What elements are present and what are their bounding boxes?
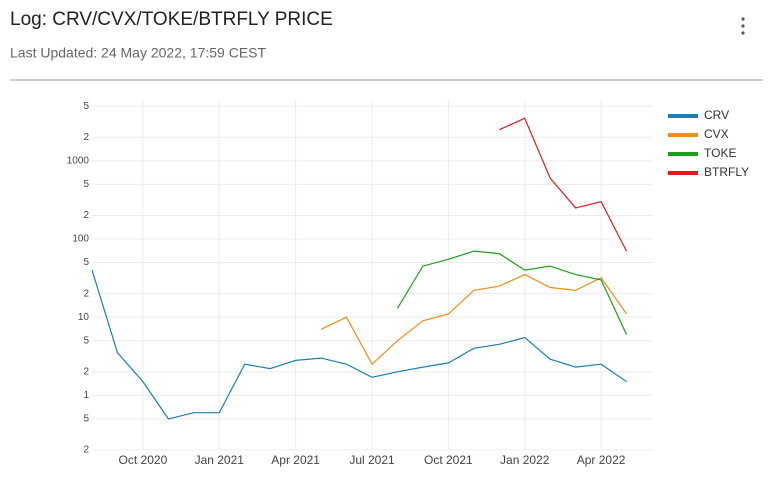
- x-tick-label: Oct 2020: [119, 453, 168, 467]
- menu-icon[interactable]: [741, 17, 745, 35]
- series-line: [320, 273, 627, 366]
- x-tick-label: Apr 2021: [271, 453, 320, 467]
- legend-label: CRV: [704, 108, 729, 122]
- series-line: [499, 117, 628, 252]
- series-line: [91, 269, 627, 420]
- y-tick-label: 5: [83, 179, 89, 190]
- y-tick-label: 2: [83, 210, 89, 221]
- chart-title: Log: CRV/CVX/TOKE/BTRFLY PRICE: [10, 9, 333, 30]
- y-tick-label: 1000: [67, 155, 90, 166]
- y-tick-label: 2: [83, 288, 89, 299]
- y-tick-label: 5: [83, 101, 89, 112]
- x-tick-label: Jan 2021: [195, 453, 245, 467]
- y-tick-label: 2: [83, 132, 89, 143]
- legend-swatch: [668, 152, 698, 156]
- x-tick-label: Oct 2021: [424, 453, 473, 467]
- chart-subtitle: Last Updated: 24 May 2022, 17:59 CEST: [10, 45, 266, 61]
- y-tick-label: 10: [78, 312, 90, 323]
- legend-label: CVX: [704, 127, 729, 141]
- x-tick-label: Apr 2022: [577, 453, 626, 467]
- y-tick-label: 5: [83, 414, 89, 425]
- x-tick-label: Jul 2021: [349, 453, 395, 467]
- y-tick-label: 1: [83, 390, 89, 401]
- series-line: [396, 250, 628, 335]
- legend-label: TOKE: [704, 146, 736, 160]
- x-tick-label: Jan 2022: [500, 453, 550, 467]
- y-tick-label: 2: [83, 445, 89, 456]
- y-tick-label: 2: [83, 366, 89, 377]
- legend-swatch: [668, 171, 698, 175]
- y-tick-label: 5: [83, 335, 89, 346]
- y-tick-label: 5: [83, 257, 89, 268]
- y-tick-label: 100: [72, 234, 89, 245]
- legend-swatch: [668, 133, 698, 137]
- legend-swatch: [668, 114, 698, 118]
- legend-label: BTRFLY: [704, 165, 749, 179]
